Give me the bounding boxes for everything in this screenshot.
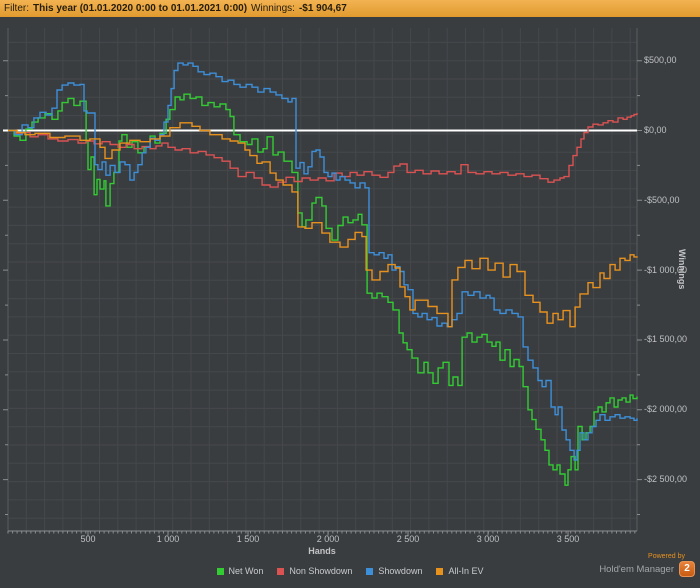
x-tick-label: 3 500 [556, 534, 580, 544]
legend-label: Net Won [228, 566, 264, 576]
legend-item-net-won: Net Won [216, 566, 264, 576]
powered-by-text: Powered by [648, 553, 685, 560]
legend-label: Non Showdown [289, 566, 353, 576]
legend-item-all-in-ev: All-In EV [436, 566, 483, 576]
x-tick-label: 1 500 [236, 534, 260, 544]
series-line-net-won [8, 93, 638, 486]
x-axis-title: Hands [308, 546, 336, 556]
legend-swatch-icon [436, 567, 444, 575]
legend-label: Showdown [378, 566, 423, 576]
y-tick-label: -$2 000,00 [644, 404, 688, 415]
legend-item-showdown: Showdown [366, 566, 422, 576]
y-tick-label: -$1 000,00 [644, 264, 688, 275]
x-tick-label: 1 000 [156, 534, 180, 544]
y-tick-label: -$1 500,00 [644, 334, 688, 345]
y-tick-label: $500,00 [644, 55, 677, 66]
series-line-showdown [8, 62, 638, 461]
legend-item-non-showdown: Non Showdown [277, 566, 352, 576]
x-tick-label: 500 [80, 534, 96, 544]
filter-bar[interactable]: Filter: This year (01.01.2020 0:00 to 01.… [0, 0, 700, 17]
filter-label: Filter: [4, 3, 29, 14]
series-line-non-showdown [8, 113, 638, 188]
x-tick-label: 3 000 [476, 534, 500, 544]
x-tick-label: 2 000 [316, 534, 340, 544]
filter-value: This year (01.01.2020 0:00 to 01.01.2021… [33, 3, 248, 14]
y-axis-title: Winnings [677, 249, 687, 290]
winnings-label: Winnings: [251, 3, 295, 14]
brand-badge-icon: 2 [679, 561, 695, 577]
legend-label: All-In EV [448, 566, 484, 576]
y-tick-label: $0,00 [644, 124, 667, 135]
legend-swatch-icon [366, 567, 374, 575]
x-tick-label: 2 500 [396, 534, 420, 544]
legend-swatch-icon [216, 567, 224, 575]
y-tick-label: -$2 500,00 [644, 474, 688, 485]
chart-legend: Net Won Non Showdown Showdown All-In EV [0, 566, 700, 576]
y-tick-label: -$500,00 [644, 194, 680, 205]
powered-by: Powered by Hold'em Manager 2 [599, 553, 695, 577]
winnings-value: -$1 904,67 [298, 3, 347, 14]
legend-swatch-icon [277, 567, 285, 575]
series-line-all-in-ev [8, 122, 638, 328]
brand-text: Hold'em Manager [599, 563, 674, 575]
